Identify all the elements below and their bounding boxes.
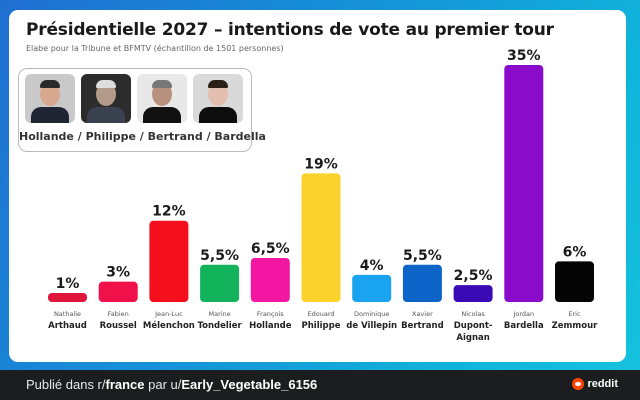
candidate-first-name: Fabien (108, 310, 129, 318)
photo-bertrand (137, 74, 187, 123)
bar-arthaud (48, 293, 87, 302)
photo-hollande (25, 74, 75, 123)
candidate-first-name: Xavier (412, 310, 433, 318)
candidate-last-name: Arthaud (48, 321, 87, 331)
bar-dupont-aignan (453, 285, 493, 302)
candidate-first-name: François (257, 310, 284, 318)
candidate-first-name: Jordan (512, 310, 534, 318)
bar-bertrand (402, 264, 442, 302)
bar-group: 3% Fabien Roussel (98, 265, 138, 331)
post-attribution: Publié dans r/france par u/Early_Vegetab… (26, 377, 317, 392)
candidate-first-name: Eric (568, 310, 581, 318)
data-label: 12% (152, 204, 186, 220)
bar-group: 35% Jordan Bardella (504, 48, 544, 331)
bar-philippe (301, 173, 341, 302)
candidate-first-name: Nathalie (54, 310, 81, 318)
reddit-wordmark: reddit (587, 378, 618, 390)
bar-hollande (250, 257, 290, 302)
bar-group: 6,5% François Hollande (249, 241, 292, 331)
candidate-last-name: Zemmour (552, 321, 599, 331)
photos-caption: Hollande / Philippe / Bertrand / Bardell… (19, 130, 266, 143)
data-label: 5,5% (403, 248, 442, 264)
candidate-photos-panel: Hollande / Philippe / Bertrand / Bardell… (18, 68, 266, 152)
data-label: 19% (304, 156, 338, 172)
footer-prefix: Publié dans r/ (26, 377, 106, 392)
photo-bardella (193, 74, 243, 123)
footer-middle: par u/ (144, 377, 182, 392)
candidate-last-name: Bardella (504, 321, 544, 331)
bar-m-lenchon (149, 220, 189, 302)
bar-group: 12% Jean-Luc Mélenchon (143, 204, 195, 331)
bar-de-villepin (352, 274, 392, 302)
candidate-first-name: Nicolas (461, 310, 485, 318)
data-label: 6% (563, 244, 587, 260)
bar-group: 2,5% Nicolas Dupont- Aignan (453, 268, 493, 343)
chart-subtitle: Elabe pour la Tribune et BFMTV (échantil… (26, 44, 284, 53)
bar-bardella (504, 65, 544, 302)
photo-philippe (81, 74, 131, 123)
bar-group: 5,5% Xavier Bertrand (401, 248, 444, 331)
data-label: 3% (106, 265, 130, 281)
data-label: 35% (507, 48, 541, 64)
chart-title: Présidentielle 2027 – intentions de vote… (26, 20, 554, 40)
bar-tondelier (200, 264, 240, 302)
bar-roussel (98, 281, 138, 302)
data-label: 2,5% (454, 268, 493, 284)
candidate-first-name: Jean-Luc (154, 310, 183, 318)
data-label: 6,5% (251, 241, 290, 257)
candidate-last-name: Tondelier (197, 321, 242, 331)
bar-group: 4% Dominique de Villepin (346, 258, 397, 331)
bar-group: 1% Nathalie Arthaud (48, 276, 87, 331)
data-label: 1% (56, 276, 80, 292)
candidate-last-name: Philippe (302, 321, 341, 331)
reddit-logo[interactable]: reddit (572, 378, 618, 390)
bar-zemmour (555, 261, 594, 302)
candidate-first-name: Marine (208, 310, 230, 318)
bar-group: 19% Edouard Philippe (301, 156, 341, 331)
subreddit-link[interactable]: france (105, 377, 145, 392)
candidate-last-name: Bertrand (401, 321, 444, 331)
candidate-last-name: Dupont- (454, 321, 493, 331)
candidate-last-name: Mélenchon (143, 320, 195, 331)
reddit-icon (572, 378, 585, 390)
candidate-last-name: Roussel (100, 321, 137, 331)
data-label: 4% (360, 258, 384, 274)
candidate-last-name: Aignan (456, 333, 489, 343)
data-label: 5,5% (200, 248, 239, 264)
candidate-first-name: Dominique (354, 310, 389, 318)
user-link[interactable]: Early_Vegetable_6156 (181, 377, 318, 392)
footer-bar: Publié dans r/france par u/Early_Vegetab… (0, 370, 640, 400)
candidate-last-name: de Villepin (346, 321, 397, 331)
bar-group: 6% Eric Zemmour (552, 244, 599, 331)
candidate-first-name: Edouard (308, 310, 335, 318)
bar-group: 5,5% Marine Tondelier (197, 248, 242, 331)
candidate-last-name: Hollande (249, 321, 292, 331)
